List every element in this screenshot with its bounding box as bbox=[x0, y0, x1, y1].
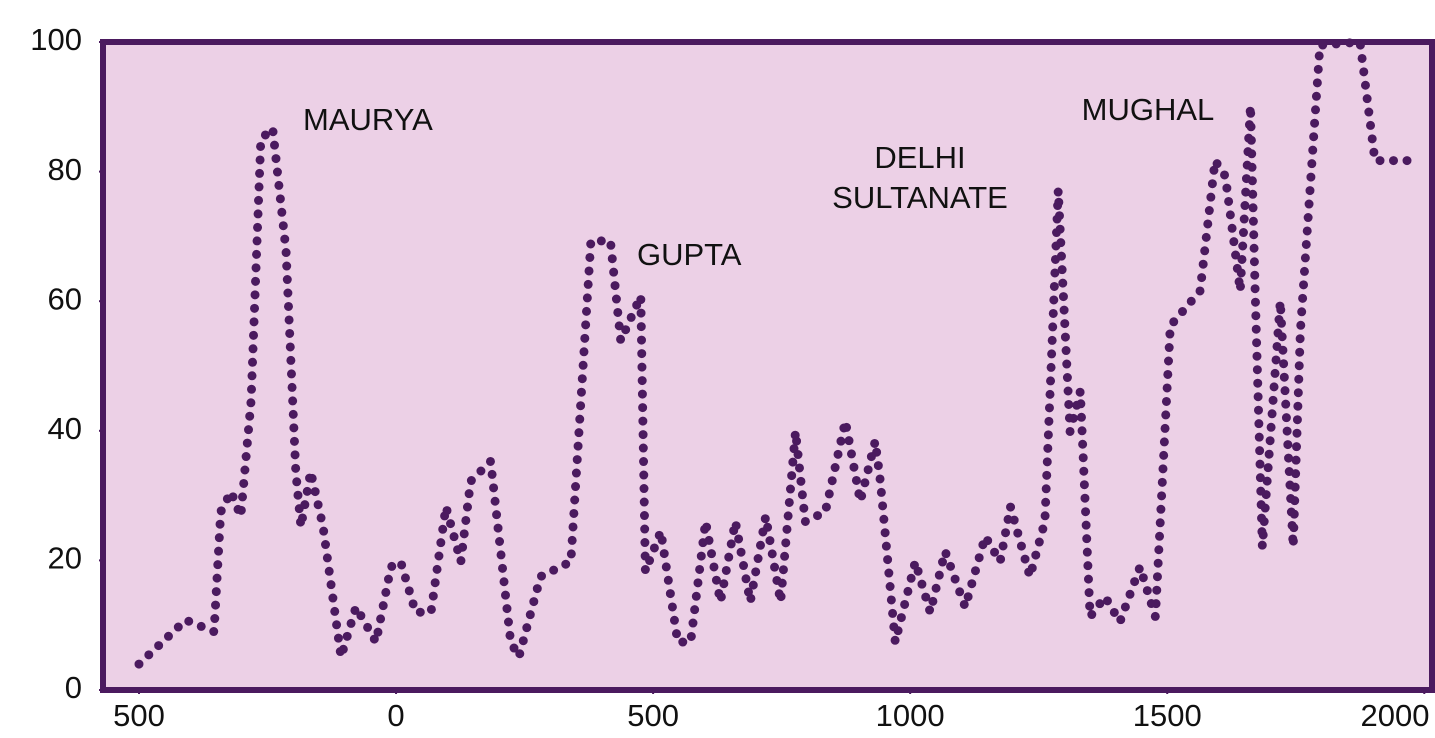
x-tick-label: 1500 bbox=[1133, 698, 1202, 733]
annotation: CE bbox=[438, 732, 481, 738]
y-tick-label: 20 bbox=[48, 541, 82, 576]
y-tick-label: 100 bbox=[30, 22, 82, 57]
annotation: BCE bbox=[286, 732, 350, 738]
plot-area bbox=[100, 39, 1435, 693]
x-tick-label: 500 bbox=[113, 698, 165, 733]
y-tick-label: 60 bbox=[48, 281, 82, 316]
annotation: MUGHAL bbox=[1082, 92, 1215, 127]
x-tick-label: 1000 bbox=[876, 698, 945, 733]
annotation: MAURYA bbox=[303, 102, 433, 137]
x-tick-label: 0 bbox=[387, 698, 404, 733]
x-tick-label: 500 bbox=[627, 698, 679, 733]
dotted-line bbox=[134, 37, 1425, 669]
annotation: DELHI bbox=[874, 140, 965, 175]
y-tick-label: 0 bbox=[65, 670, 82, 705]
y-tick-label: 80 bbox=[48, 152, 82, 187]
x-tick-label: 2000 bbox=[1361, 698, 1430, 733]
y-tick-label: 40 bbox=[48, 411, 82, 446]
annotation: SULTANATE bbox=[832, 180, 1008, 215]
annotation: GUPTA bbox=[637, 237, 742, 272]
